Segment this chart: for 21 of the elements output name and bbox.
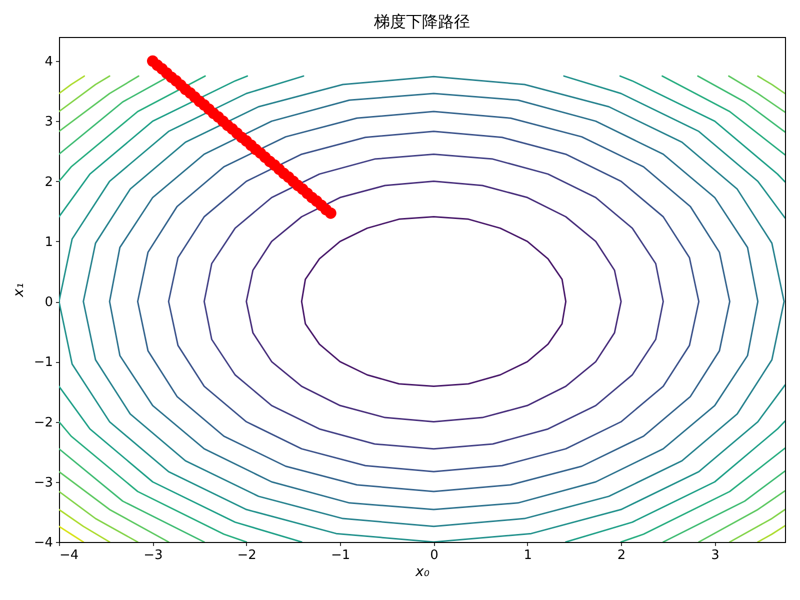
- y-axis-title: x₁: [10, 283, 27, 298]
- chart-title: 梯度下降路径: [373, 12, 470, 31]
- y-tick-label: −1: [34, 355, 53, 370]
- point: [324, 207, 336, 219]
- x-tick-label: 3: [711, 548, 720, 563]
- x-tick-label: −2: [237, 548, 256, 563]
- x-tick-label: −3: [144, 548, 163, 563]
- y-tick-label: 0: [44, 295, 53, 310]
- x-tick-label: 1: [524, 548, 532, 563]
- y-tick-label: 3: [44, 114, 53, 130]
- x-tick-label: −1: [330, 548, 350, 563]
- y-tick-label: −2: [34, 415, 53, 430]
- y-tick-label: 4: [44, 54, 53, 70]
- x-axis-title: x₀: [414, 564, 430, 580]
- x-tick-label: 0: [430, 548, 438, 563]
- y-tick-label: −4: [34, 536, 53, 550]
- y-tick-label: −3: [34, 475, 53, 490]
- x-tick-label: 2: [617, 548, 626, 563]
- x-tick-label: −4: [60, 548, 79, 563]
- y-tick-label: 2: [44, 174, 53, 190]
- y-tick-label: 1: [44, 234, 53, 250]
